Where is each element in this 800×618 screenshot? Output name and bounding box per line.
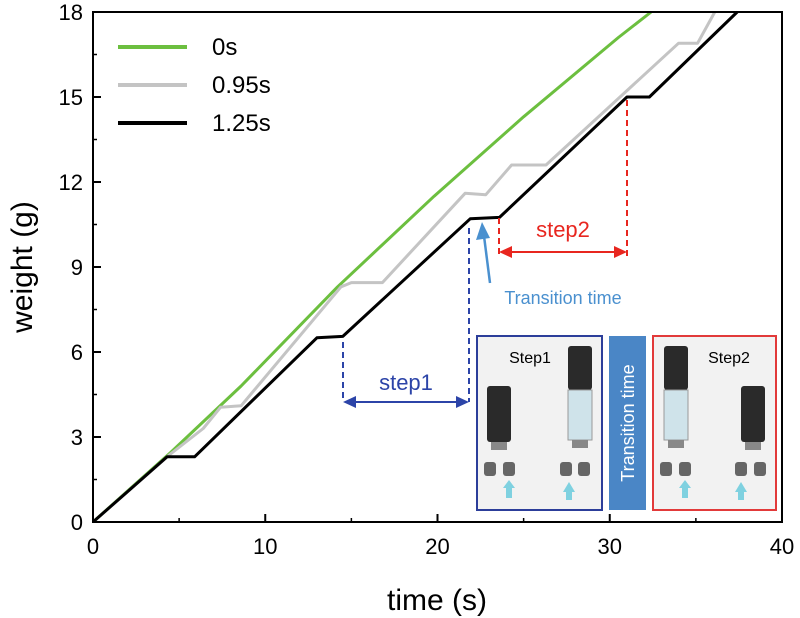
x-tick-label: 40 <box>770 534 794 559</box>
inset-illustration: Step1 Transition time Step2 <box>476 335 777 511</box>
inset-step1-label: Step1 <box>509 350 551 367</box>
legend-label-1: 0.95s <box>212 72 271 99</box>
x-tick-label: 20 <box>425 534 449 559</box>
y-tick-label: 0 <box>71 510 83 535</box>
y-axis-label: weight (g) <box>6 201 39 334</box>
y-tick-label: 9 <box>71 255 83 280</box>
series-line-2 <box>92 10 739 524</box>
series-layer <box>91 10 739 524</box>
step2-arrow-right <box>614 246 627 258</box>
series-line-0 <box>91 10 653 524</box>
device-icon <box>735 386 766 500</box>
legend-label-2: 1.25s <box>212 110 271 137</box>
y-tick-label: 6 <box>71 340 83 365</box>
step2-arrow-left <box>499 246 512 258</box>
y-tick-label: 15 <box>59 85 83 110</box>
step1-label: step1 <box>379 370 433 395</box>
series-line-1 <box>92 11 717 524</box>
tick-layer: 0 10 20 30 40 0 3 6 9 12 15 18 <box>59 0 795 559</box>
inset-transition-panel <box>609 336 646 510</box>
step1-arrow-left <box>343 396 356 408</box>
y-tick-label: 3 <box>71 425 83 450</box>
step2-annotation: step2 <box>498 100 628 258</box>
y-tick-label: 18 <box>59 0 83 25</box>
step2-label: step2 <box>536 217 590 242</box>
transition-arrow-head <box>476 222 490 240</box>
inset-step2-label: Step2 <box>708 350 750 367</box>
x-tick-label: 30 <box>598 534 622 559</box>
x-axis-label: time (s) <box>387 584 487 617</box>
legend-label-0: 0s <box>212 34 237 61</box>
x-tick-label: 10 <box>253 534 277 559</box>
inset-transition-label: Transition time <box>618 364 638 481</box>
y-tick-label: 12 <box>59 170 83 195</box>
device-icon <box>660 346 691 498</box>
transition-label: Transition time <box>504 288 621 308</box>
step1-annotation: step1 <box>342 228 470 408</box>
transition-arrow-line <box>482 235 492 284</box>
legend: 0s 0.95s 1.25s <box>118 34 271 137</box>
x-tick-label: 0 <box>87 534 99 559</box>
device-icon <box>560 346 593 500</box>
transition-annotation: Transition time <box>476 222 622 308</box>
device-icon <box>484 386 515 498</box>
step1-arrow-right <box>456 396 469 408</box>
